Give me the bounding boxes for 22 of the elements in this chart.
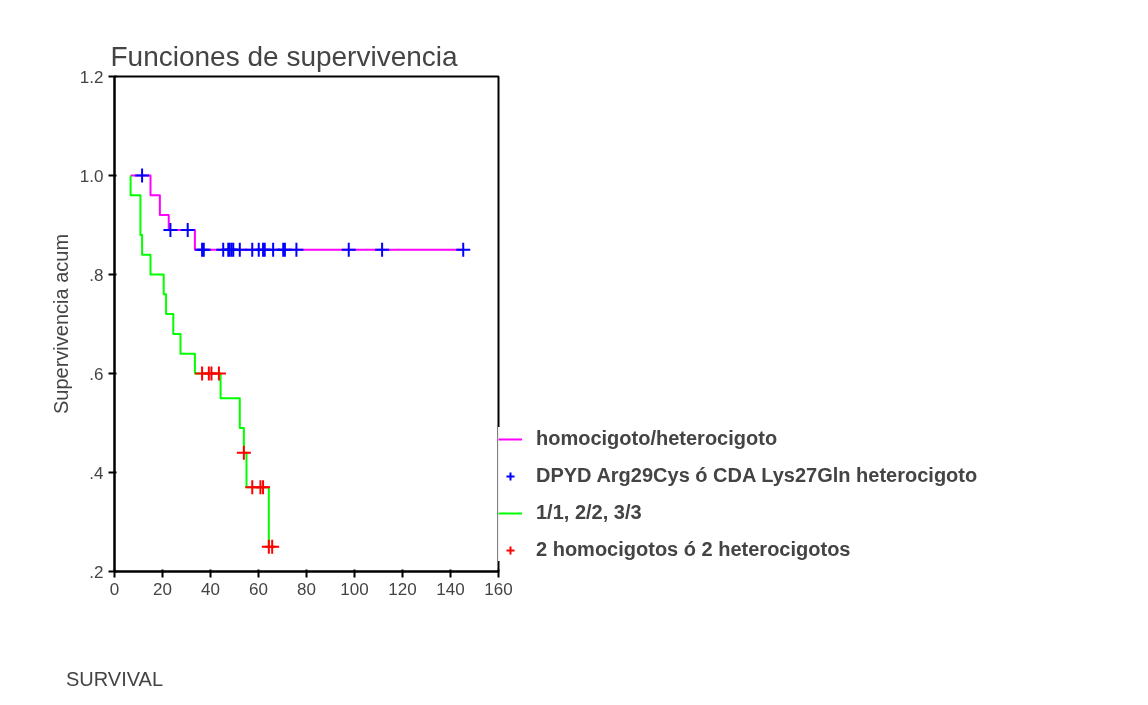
y-tick-label: .2 [89, 562, 104, 582]
x-tick-label: 40 [201, 579, 220, 599]
x-tick-label: 140 [436, 579, 465, 599]
legend-label: homocigoto/heterocigoto [536, 427, 778, 450]
x-tick-label: 160 [484, 579, 513, 599]
x-tick-label: 120 [388, 579, 417, 599]
y-tick-label: .6 [89, 364, 104, 384]
y-tick-label: .8 [89, 265, 104, 285]
x-tick-label: 80 [297, 579, 316, 599]
x-axis-title: SURVIVAL [65, 667, 164, 690]
x-tick-label: 0 [109, 579, 120, 599]
y-tick-label: .4 [89, 463, 104, 483]
chart-title: Funciones de supervivencia [110, 40, 459, 72]
x-tick-label: 20 [153, 579, 172, 599]
legend-label: DPYD Arg29Cys ó CDA Lys27Gln heterocigoto [536, 464, 978, 487]
x-tick-label: 100 [340, 579, 369, 599]
y-tick-label: 1.0 [79, 166, 104, 186]
y-tick-label: 1.2 [79, 67, 104, 87]
x-tick-label: 60 [249, 579, 268, 599]
y-axis-title: Supervivencia acum [49, 233, 72, 415]
legend-label: 2 homocigotos ó 2 heterocigotos [536, 538, 851, 561]
legend-label: 1/1, 2/2, 3/3 [536, 501, 642, 524]
